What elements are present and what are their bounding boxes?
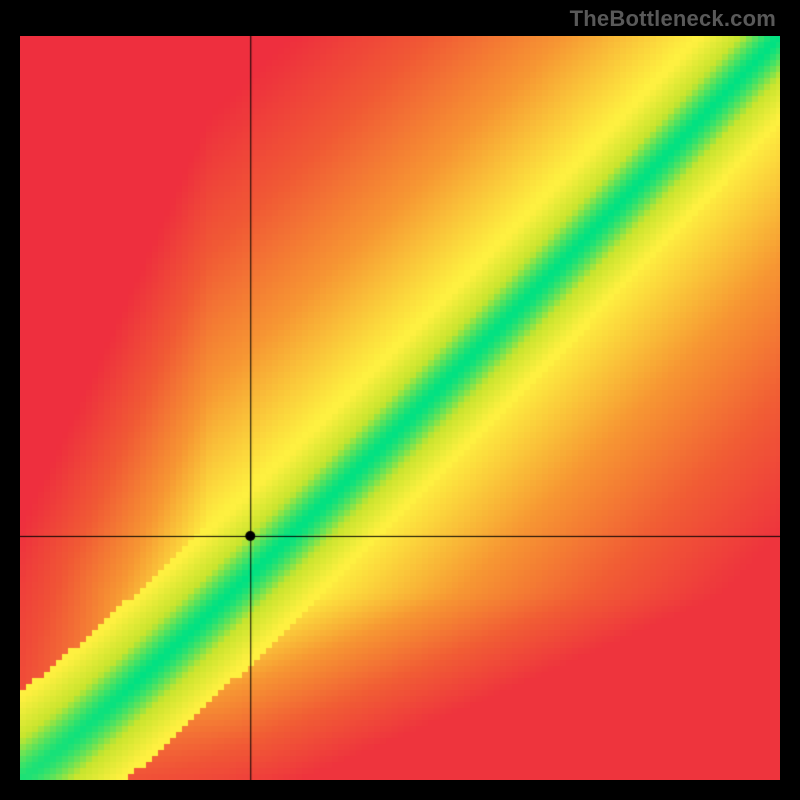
watermark-text: TheBottleneck.com	[570, 6, 776, 32]
heatmap-frame	[20, 36, 780, 780]
heatmap-canvas	[20, 36, 780, 780]
